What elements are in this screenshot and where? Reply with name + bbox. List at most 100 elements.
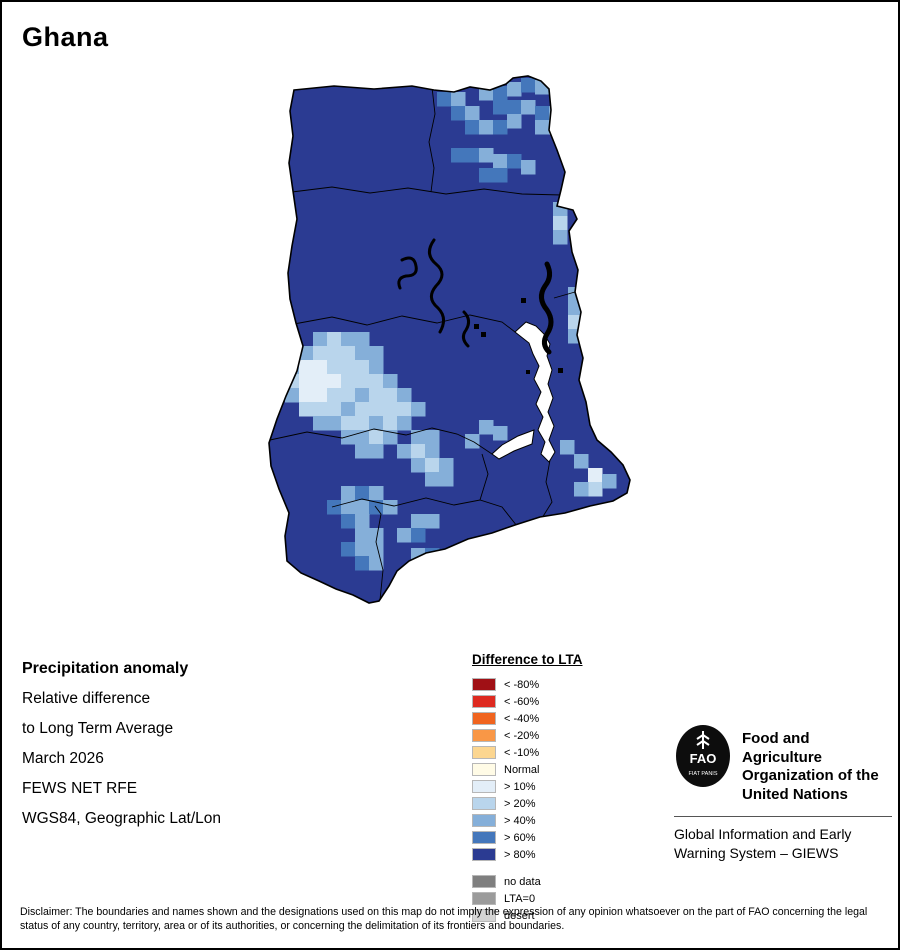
map-cell: [411, 514, 426, 529]
map-cell: [313, 388, 328, 403]
map-cell: [355, 528, 370, 543]
map-cell: [313, 402, 328, 417]
map-cell: [355, 374, 370, 389]
map-cell: [341, 374, 356, 389]
map-cell: [327, 332, 342, 347]
map-cell: [479, 148, 494, 163]
lake-volta: [514, 321, 556, 463]
map-cell: [397, 388, 412, 403]
river-dot: [521, 298, 526, 303]
country-outline: [268, 75, 631, 604]
map-cell: [313, 374, 328, 389]
map-cell: [507, 154, 522, 169]
map-cell: [355, 514, 370, 529]
map-cell: [411, 548, 426, 563]
map-cell: [411, 458, 426, 473]
legend-swatch: [472, 763, 496, 776]
legend-entry-label: LTA=0: [504, 892, 536, 905]
map-cell: [355, 360, 370, 375]
map-cell: [560, 440, 575, 455]
legend-entry-label: no data: [504, 875, 541, 888]
map-cell: [574, 454, 589, 469]
legend-entry: < -60%: [472, 693, 583, 710]
map-cell: [425, 458, 440, 473]
map-cell: [369, 360, 384, 375]
map-cell: [383, 430, 398, 445]
map-cell: [437, 92, 452, 107]
map-cell: [341, 514, 356, 529]
legend-entry-label: < -10%: [504, 746, 540, 759]
legend-entry-label: < -20%: [504, 729, 540, 742]
map-cell: [411, 402, 426, 417]
legend-swatch: [472, 712, 496, 725]
legend-swatch: [472, 909, 496, 922]
map-cell: [397, 528, 412, 543]
map-cell: [425, 514, 440, 529]
legend-swatch: [472, 875, 496, 888]
page-title: Ghana: [22, 22, 109, 52]
legend-entry-label: > 40%: [504, 814, 536, 827]
map-cell: [588, 482, 603, 497]
legend-entry: Normal: [472, 761, 583, 778]
giews-label: Global Information and Early Warning Sys…: [674, 825, 892, 863]
map-cell: [341, 402, 356, 417]
map-cell: [451, 148, 466, 163]
fao-org-name: Food and Agriculture Organization of the…: [742, 724, 892, 804]
map-cell: [327, 360, 342, 375]
river-dot: [474, 324, 479, 329]
legend-swatch: [472, 892, 496, 905]
wheat-icon: [696, 731, 710, 749]
map-cell: [369, 528, 384, 543]
legend-entry: > 40%: [472, 812, 583, 829]
map-cell: [341, 430, 356, 445]
map-cell: [568, 329, 583, 344]
map-cell: [493, 154, 508, 169]
map-cell: [493, 426, 508, 441]
giews-line: Global Information and Early: [674, 826, 852, 842]
map-cell: [355, 500, 370, 515]
map-cell: [439, 472, 454, 487]
river-dot: [558, 368, 563, 373]
legend-swatch: [472, 797, 496, 810]
map-cell: [369, 486, 384, 501]
map-cell: [383, 388, 398, 403]
map-cell: [507, 100, 522, 115]
map-cell: [355, 542, 370, 557]
map-cell: [369, 444, 384, 459]
map-cell: [355, 486, 370, 501]
legend-entry-label: > 20%: [504, 797, 536, 810]
map-cell: [355, 556, 370, 571]
info-line: March 2026: [22, 750, 104, 767]
fao-logo-icon: FAO FIAT PANIS: [676, 725, 730, 787]
map-cell: [355, 346, 370, 361]
legend-swatch: [472, 814, 496, 827]
map-cell: [327, 388, 342, 403]
map-cell: [355, 416, 370, 431]
map-cell: [493, 168, 508, 183]
map-cell: [327, 500, 342, 515]
map-cell: [574, 482, 589, 497]
legend-entry-label: < -80%: [504, 678, 540, 691]
map-cell: [369, 388, 384, 403]
map-cell: [521, 100, 536, 115]
legend-swatch: [472, 831, 496, 844]
map-cell: [535, 120, 550, 135]
map-cell: [341, 388, 356, 403]
map-cell: [507, 114, 522, 129]
map-cell: [602, 474, 617, 489]
map-info-block: Precipitation anomaly Relative differenc…: [22, 654, 221, 834]
map-cell: [493, 120, 508, 135]
legend-swatch: [472, 848, 496, 861]
legend-entry: > 20%: [472, 795, 583, 812]
map-cell: [479, 120, 494, 135]
fao-org-line: United Nations: [742, 785, 848, 803]
disclaimer-text: Disclaimer: The boundaries and names sho…: [20, 906, 868, 932]
map-cell: [355, 388, 370, 403]
map-cell: [369, 402, 384, 417]
fao-logo-motto: FIAT PANIS: [688, 771, 717, 777]
map-cell: [411, 444, 426, 459]
map-cell: [493, 86, 508, 101]
map-cell: [341, 542, 356, 557]
region-boundaries: [269, 86, 576, 601]
